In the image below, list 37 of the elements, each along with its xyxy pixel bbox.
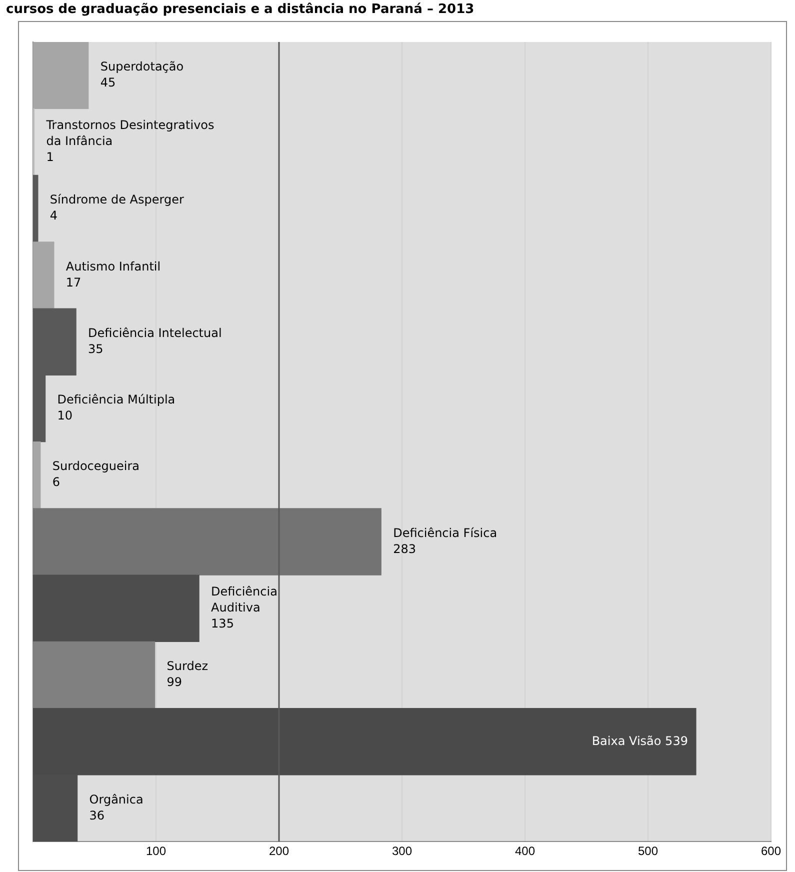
bar (33, 508, 382, 576)
x-tick-label: 300 (392, 844, 412, 858)
data-label: 36 (89, 808, 105, 822)
bar (33, 441, 41, 509)
y-tick-label: Deficiência Intelectual (88, 326, 222, 340)
y-tick-label: Surdez (166, 659, 208, 674)
x-tick-label: 600 (760, 844, 782, 858)
data-label: 35 (88, 342, 104, 356)
data-label: 1 (46, 150, 54, 164)
y-tick-label: Autismo Infantil (66, 259, 161, 274)
bar (33, 174, 38, 242)
chart-title: cursos de graduação presenciais e a distância no Paraná – 2013 (5, 1, 476, 19)
data-label: 45 (100, 75, 116, 90)
data-label: 135 (211, 616, 234, 631)
x-tick-label: 100 (146, 844, 166, 858)
data-label: 539 (665, 734, 688, 748)
data-label: 99 (166, 675, 182, 690)
data-label: 6 (52, 475, 60, 490)
y-tick-label: Deficiência Física (393, 526, 498, 540)
x-tick-label: 500 (638, 844, 658, 858)
bar (33, 42, 89, 109)
y-tick-label: Deficiência Múltipla (57, 392, 176, 407)
x-tick-label: 200 (268, 844, 290, 858)
y-tick-label: Síndrome de Asperger (50, 192, 184, 207)
y-tick-label: Surdocegueira (52, 459, 140, 474)
data-label: 283 (393, 542, 416, 556)
bar (33, 242, 54, 309)
data-label: 4 (50, 208, 58, 223)
y-tick-label: Superdotação (100, 59, 184, 74)
bar (33, 574, 200, 642)
data-label: 10 (57, 408, 73, 423)
y-tick-label: Orgânica (89, 792, 144, 806)
x-tick-label: 400 (514, 844, 536, 858)
y-tick-label: Baixa Visão (592, 734, 662, 748)
data-label: 17 (66, 275, 82, 290)
y-tick-label: Transtornos Desintegrativos da Infância (45, 118, 214, 148)
y-tick-label: Deficiência Auditiva (211, 584, 278, 615)
